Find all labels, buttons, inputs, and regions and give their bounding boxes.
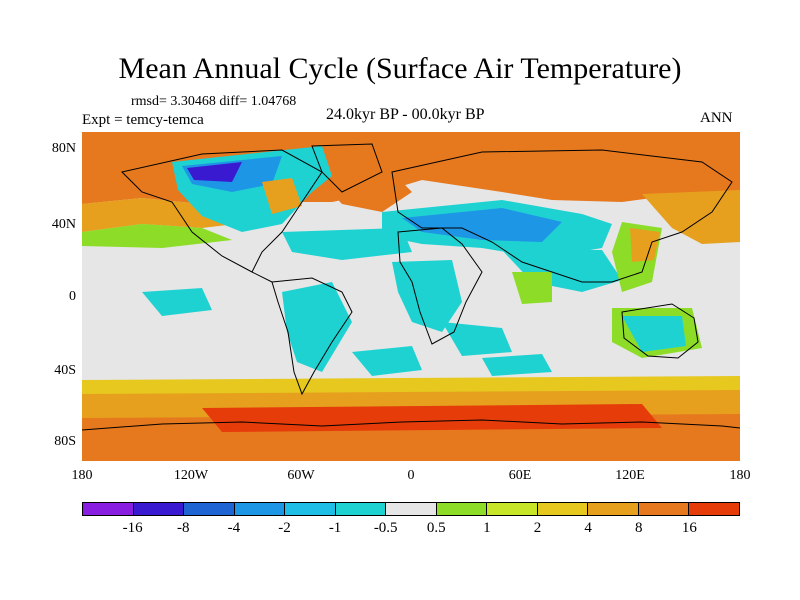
lon-label-60e: 60E [508,468,532,483]
lat-label-80s: 80S [54,434,76,449]
south-america-coast [271,277,353,396]
north-america-coast [121,149,323,283]
colorbar-cell [234,503,286,515]
colorbar-label: 8 [635,520,643,536]
colorbar-label: -4 [227,520,241,536]
colorbar-cell [83,503,134,515]
south-america-cyan [282,282,352,372]
north-pacific-green [82,224,232,248]
colorbar-label: -0.5 [373,520,398,536]
australia-cyan [622,316,686,352]
coastlines [82,143,740,431]
colorbar-cell [335,503,387,515]
experiment-label: Expt = temcy-temca [82,112,204,128]
lat-label-0: 0 [69,289,76,304]
period-label: 24.0kyr BP - 00.0kyr BP [326,106,485,123]
temperature-map [82,132,740,461]
colorbar-cell [537,503,589,515]
lat-label-40n: 40N [51,217,76,232]
antarctica-coast [82,419,740,431]
north-atlantic-cyan [282,228,412,260]
south-atlantic-cyan [352,346,422,376]
colorbar-label: 4 [584,520,592,536]
colorbar-cell [689,503,739,515]
australia-coast [621,303,699,359]
indian-ocean-cyan [442,322,512,356]
colorbar-label: 16 [681,520,697,536]
stats-label: rmsd= 3.30468 diff= 1.04768 [131,94,297,109]
colorbar-cell [436,503,488,515]
lon-label-180w: 180 [71,468,93,483]
east-asia-warm [630,228,660,262]
colorbar-cell [133,503,185,515]
india-green [512,272,552,304]
africa-coast [397,227,483,345]
colorbar-cell [285,503,336,515]
antarctica-strong-core [202,404,662,432]
lon-label-0: 0 [407,468,415,483]
colorbar-label: 0.5 [426,520,446,536]
canada-warm-patch [262,178,302,214]
colorbar-cell [487,503,538,515]
greenland-sea-warm [312,162,412,212]
lon-label-180e: 180 [729,468,751,483]
map-title: Mean Annual Cycle (Surface Air Temperatu… [118,52,682,85]
greenland-coast [311,143,383,193]
colorbar-cell [638,503,690,515]
colorbar-label: -8 [176,520,190,536]
colorbar-label: 1 [483,520,491,536]
colorbar-cell [386,503,437,515]
pacific-cyan-blob [142,288,212,316]
lon-label-120w: 120W [173,468,209,483]
eurasia-blue [402,208,562,242]
colorbar-label: -16 [122,520,143,536]
colorbar-cell [184,503,235,515]
south-indian-cyan [482,354,552,376]
lat-label-40s: 40S [54,363,76,378]
colorbar-label: 2 [533,520,542,536]
laurentide-dark-blue [187,162,242,182]
lat-label-80n: 80N [51,141,76,156]
colorbar-label: -1 [328,520,342,536]
colorbar [82,502,740,516]
colorbar-cell [588,503,639,515]
eurasia-coast [391,149,733,283]
season-label: ANN [700,110,733,126]
north-pacific-warm [642,190,740,244]
lon-label-120e: 120E [615,468,645,483]
colorbar-label: -2 [278,520,291,536]
lon-label-60w: 60W [287,468,315,483]
